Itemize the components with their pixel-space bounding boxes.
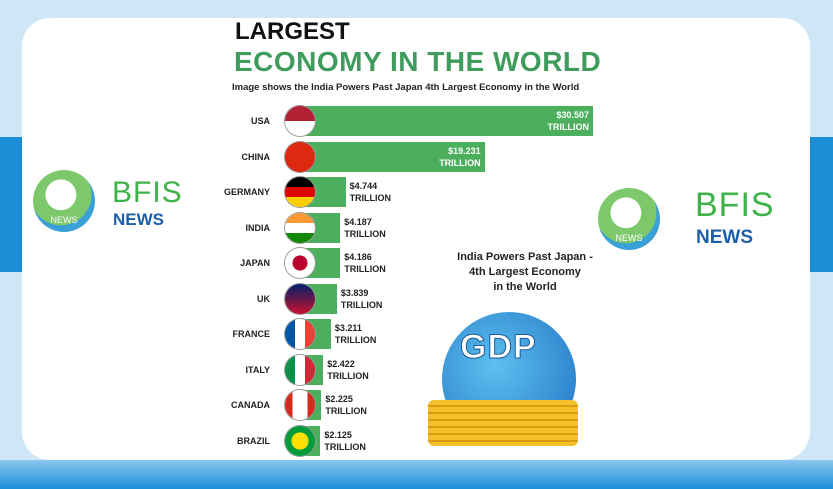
value-label: $4.186 TRILLION [344, 252, 386, 274]
category-label: CANADA [231, 400, 270, 410]
logo-name: BFIS [695, 186, 775, 224]
flag [285, 390, 315, 420]
logo-tag: NEWS [696, 227, 753, 248]
chart-subtitle: Image shows the India Powers Past Japan … [232, 82, 580, 93]
flag [285, 248, 315, 278]
flag [285, 106, 315, 136]
value-label: $4.187 TRILLION [344, 216, 386, 239]
category-label: UK [257, 293, 270, 304]
reflection [0, 460, 833, 489]
logo-badge-text: NEWS [615, 233, 643, 243]
logo-badge-text: NEWS [50, 215, 78, 225]
category-label: GERMANY [223, 187, 270, 197]
gdp-label: GDP [460, 328, 537, 367]
annotation: India Powers Past Japan - 4th Largest Ec… [440, 250, 610, 295]
logo-badge [33, 170, 95, 232]
category-label: ITALY [245, 364, 270, 375]
annotation-line: India Powers Past Japan - [457, 251, 593, 263]
flag [285, 425, 315, 456]
flag [285, 141, 315, 172]
value-label: $19.231 TRILLION [439, 145, 481, 168]
category-label: JAPAN [240, 258, 270, 268]
category-label: BRAZIL [237, 435, 270, 446]
bar [300, 141, 485, 172]
chart-title: LARGEST [235, 18, 350, 45]
value-label: $2.422 TRILLION [327, 358, 369, 381]
logo-badge [598, 188, 660, 250]
annotation-line: 4th Largest Economy [469, 266, 581, 278]
bar [300, 106, 593, 136]
flag [285, 177, 315, 207]
flag [285, 319, 315, 349]
category-label: INDIA [245, 222, 271, 233]
value-label: $2.225 TRILLION [325, 394, 367, 416]
flag [285, 283, 315, 314]
flag [285, 212, 315, 243]
category-label: FRANCE [232, 329, 271, 339]
coins [428, 400, 578, 446]
value-label: $4.744 TRILLION [349, 181, 392, 203]
annotation-line: in the World [493, 281, 557, 293]
card [22, 18, 810, 460]
value-label: $3.839 TRILLION [340, 287, 383, 310]
category-label: CHINA [241, 151, 271, 162]
logo-tag: NEWS [113, 210, 164, 229]
flag [285, 354, 315, 385]
value-label: $30.507 TRILLION [547, 110, 590, 132]
category-label: USA [250, 116, 270, 126]
value-label: $2.125 TRILLION [324, 429, 366, 452]
logo-name: BFIS [112, 176, 183, 209]
chart-title: ECONOMY IN THE WORLD [234, 46, 602, 77]
value-label: $3.211 TRILLION [334, 323, 377, 345]
